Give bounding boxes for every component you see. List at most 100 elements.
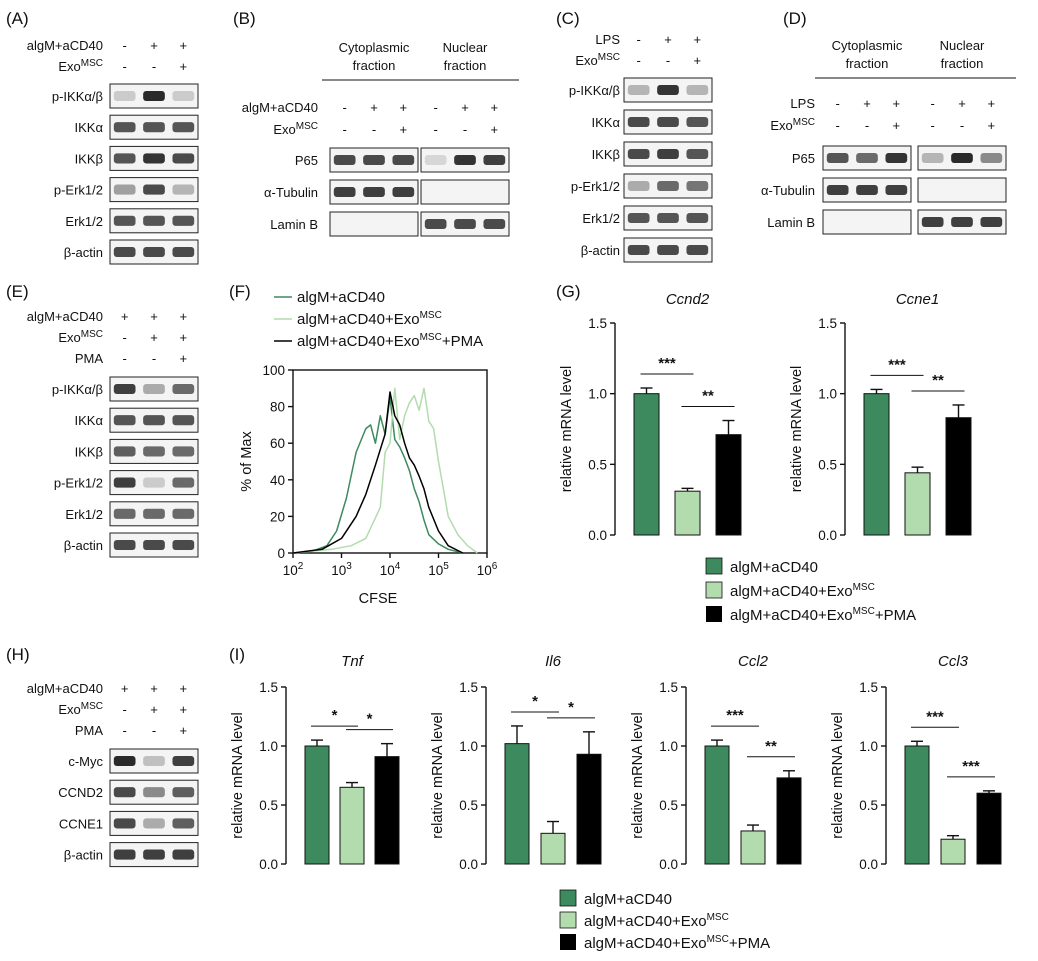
sign: + <box>180 723 188 738</box>
panel-g-letter: (G) <box>556 282 581 301</box>
fraction-title: fraction <box>444 58 487 73</box>
condition-label: algM+aCD40 <box>27 309 103 324</box>
bar-2 <box>339 786 365 865</box>
blot-label: P65 <box>295 153 318 168</box>
blot-label: P65 <box>792 151 815 166</box>
band <box>172 184 195 195</box>
blot-nuclear <box>917 209 1007 235</box>
sign: + <box>491 122 499 137</box>
band <box>143 539 165 551</box>
band <box>657 180 679 192</box>
y-tick-label: 1.0 <box>588 387 607 402</box>
y-tick-label: 1.0 <box>859 739 878 754</box>
significance-stars: *** <box>658 355 676 372</box>
condition-text: PMA <box>75 723 104 738</box>
band <box>113 446 136 457</box>
band <box>172 818 195 829</box>
bar-3 <box>715 434 742 536</box>
sign: + <box>180 309 188 324</box>
band <box>424 154 447 166</box>
condition-label: ExoMSC <box>58 701 103 717</box>
band <box>143 184 165 195</box>
band <box>951 152 973 164</box>
band <box>172 90 195 102</box>
band <box>424 218 447 230</box>
condition-label: PMA <box>75 351 104 366</box>
band <box>143 246 165 258</box>
band <box>657 116 679 128</box>
legend-entry-2: algM+aCD40+ExoMSC <box>730 582 875 600</box>
sign: - <box>960 118 964 133</box>
band <box>172 477 195 488</box>
y-tick-label: 1.0 <box>459 739 478 754</box>
blot <box>623 77 713 103</box>
band <box>113 787 136 798</box>
condition-label: ExoMSC <box>770 117 815 133</box>
band <box>921 216 944 228</box>
band <box>627 180 650 192</box>
bar-1 <box>633 393 660 536</box>
sign: + <box>958 96 966 111</box>
sign: + <box>150 38 158 53</box>
sign: + <box>150 702 158 717</box>
legend-entry-1: algM+aCD40 <box>297 289 385 306</box>
bar-1 <box>863 393 890 536</box>
y-tick-label: 1.5 <box>588 316 607 331</box>
y-tick-label: 0.0 <box>659 857 678 872</box>
condition-label: LPS <box>790 96 815 111</box>
panel-h-letter: (H) <box>6 645 30 664</box>
blot <box>109 177 199 203</box>
bar-2 <box>674 490 701 536</box>
significance-stars: ** <box>702 388 714 405</box>
legend-swatch-light-green <box>559 911 577 929</box>
blot-panel-b: Cytoplasmic fraction Nuclear fraction algM+a… <box>242 40 519 237</box>
y-axis-label: relative mRNA level <box>430 712 446 839</box>
bar-3 <box>945 417 972 536</box>
sign: - <box>636 32 640 47</box>
chart-title: Tnf <box>341 653 365 670</box>
y-tick-label: 40 <box>270 473 285 488</box>
fraction-title: fraction <box>941 56 984 71</box>
blot-box <box>420 179 510 205</box>
condition-text: LPS <box>790 96 815 111</box>
tick-exponent: 2 <box>298 561 304 572</box>
bar-chart-i4: 0.0 0.5 1.0 1.5 Ccl3 relative mRNA level *** **… <box>830 653 1002 872</box>
tick-base: 10 <box>380 563 395 578</box>
blot-label: c-Myc <box>68 754 103 769</box>
band <box>113 849 136 860</box>
sign: + <box>491 100 499 115</box>
sign: + <box>694 32 702 47</box>
band <box>113 539 136 551</box>
condition-label: algM+aCD40 <box>27 38 103 53</box>
legend-entry-2: algM+aCD40+ExoMSC <box>584 912 729 930</box>
band <box>454 154 476 166</box>
condition-text: Exo <box>58 330 80 345</box>
band <box>113 246 136 258</box>
band <box>951 216 973 228</box>
legend-entry-3: algM+aCD40+ExoMSC+PMA <box>730 606 916 624</box>
y-tick-label: 100 <box>262 363 285 378</box>
y-axis-label: relative mRNA level <box>230 712 246 839</box>
sign: + <box>150 309 158 324</box>
fraction-title: Nuclear <box>940 38 985 53</box>
y-tick-label: 20 <box>270 509 285 524</box>
y-tick-label: 0.0 <box>459 857 478 872</box>
bar-legend-g: algM+aCD40 algM+aCD40+ExoMSC algM+aCD40+… <box>705 557 916 624</box>
condition-superscript: MSC <box>296 121 318 132</box>
band <box>143 122 165 133</box>
band <box>172 215 195 226</box>
band <box>172 787 195 798</box>
blot-label: Lamin B <box>767 215 815 230</box>
sign: - <box>835 96 839 111</box>
band <box>143 849 165 860</box>
tick-exponent: 4 <box>395 561 401 572</box>
blot <box>623 109 713 135</box>
band <box>392 154 415 166</box>
legend-entry-2: algM+aCD40+ExoMSC <box>297 310 442 328</box>
blot-nuclear <box>420 147 510 173</box>
y-tick-label: 0.0 <box>588 528 607 543</box>
chart-title: Ccl3 <box>938 653 969 670</box>
y-tick-label: 1.5 <box>459 680 478 695</box>
sign: - <box>342 122 346 137</box>
